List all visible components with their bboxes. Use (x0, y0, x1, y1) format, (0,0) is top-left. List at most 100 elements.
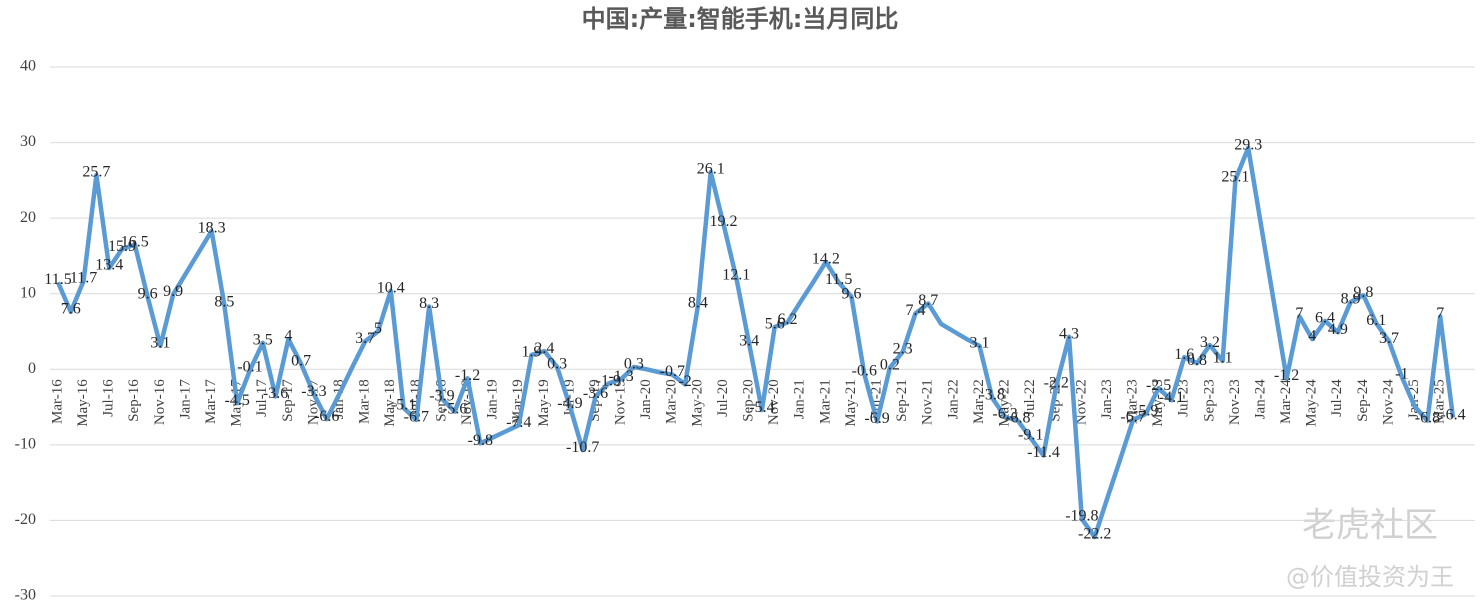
data-label: 4 (1308, 328, 1316, 345)
x-tick-label: May-21 (843, 379, 859, 427)
data-label: -5.9 (1133, 403, 1158, 420)
y-tick-label: -30 (15, 587, 36, 604)
x-tick-label: May-16 (75, 379, 91, 427)
data-label: -6.7 (1120, 409, 1145, 426)
y-tick-label: -20 (15, 511, 36, 528)
data-label: 3.5 (253, 332, 273, 349)
x-tick-label: Sep-23 (1201, 379, 1217, 422)
x-tick-label: May-18 (382, 379, 398, 427)
data-label: -4.9 (557, 395, 582, 412)
x-tick-label: Jan-21 (792, 379, 808, 419)
y-tick-label: -10 (15, 436, 36, 453)
x-tick-label: Mar-25 (1432, 379, 1448, 424)
x-tick-label: Sep-17 (280, 379, 296, 422)
data-label: 6.2 (777, 311, 797, 328)
data-label: 8.5 (214, 294, 234, 311)
x-tick-label: Sep-16 (126, 379, 142, 422)
data-label: 4 (284, 328, 292, 345)
data-label: 19.2 (710, 213, 738, 230)
x-tick-label: Nov-23 (1227, 379, 1243, 425)
data-label: -0.6 (852, 362, 877, 379)
data-label: -3.8 (980, 387, 1005, 404)
data-label: -3.6 (263, 385, 288, 402)
data-label: -1.2 (455, 367, 480, 384)
data-label: -6.6 (314, 408, 339, 425)
data-label: 2.4 (534, 340, 554, 357)
data-label: -10.7 (566, 439, 599, 456)
x-tick-label: Jan-22 (945, 379, 961, 419)
data-label: -1.3 (608, 368, 633, 385)
x-tick-label: Jul-23 (1176, 379, 1192, 417)
x-tick-label: Jul-17 (254, 379, 270, 417)
data-label: -0.1 (237, 359, 262, 376)
data-label: 5.6 (765, 316, 785, 333)
x-tick-label: Sep-21 (894, 379, 910, 422)
data-label: 4.3 (1059, 325, 1079, 342)
data-label: 0.3 (624, 356, 644, 373)
x-tick-label: Nov-21 (920, 379, 936, 425)
x-tick-label: Mar-16 (49, 379, 65, 424)
data-label: 3.2 (1200, 334, 1220, 351)
x-tick-label: Jan-23 (1099, 379, 1115, 419)
data-label: -1.9 (596, 372, 621, 389)
data-label: 12.1 (722, 267, 750, 284)
data-label: 9.6 (841, 285, 861, 302)
data-label: 16.5 (121, 233, 149, 250)
x-tick-label: Mar-18 (357, 379, 373, 424)
data-label: 11.7 (70, 270, 97, 287)
data-label: 8.4 (688, 294, 708, 311)
data-label: 1.1 (1213, 350, 1233, 367)
data-label: -19.8 (1065, 508, 1098, 525)
x-tick-label: Nov-20 (766, 379, 782, 425)
x-tick-label: May-22 (997, 379, 1013, 427)
data-label: -6.3 (992, 406, 1017, 423)
x-tick-label: May-19 (536, 379, 552, 427)
x-tick-label: Nov-19 (613, 379, 629, 425)
data-label: 3.1 (150, 335, 170, 352)
data-label: -6.9 (864, 410, 889, 427)
x-tick-label: Mar-17 (203, 379, 219, 424)
data-label: 10.4 (377, 279, 405, 296)
x-tick-label: Nov-17 (305, 379, 321, 425)
data-label: 8.3 (419, 295, 439, 312)
data-label: 25.1 (1221, 168, 1249, 185)
watermark: @价值投资为王 (1286, 563, 1454, 591)
data-label: 1.9 (522, 344, 542, 361)
data-label: -3.3 (301, 383, 326, 400)
y-tick-label: 0 (28, 360, 36, 377)
data-label: 11.5 (44, 271, 71, 288)
x-tick-label: Sep-20 (741, 379, 757, 422)
data-label: -9.8 (468, 432, 493, 449)
data-label: -5.6 (442, 400, 467, 417)
data-label: 7.6 (61, 301, 81, 318)
data-label: 0.2 (880, 356, 900, 373)
data-label: 8.9 (1341, 291, 1361, 308)
y-tick-label: 30 (20, 133, 36, 150)
data-label: 5 (374, 320, 382, 337)
x-tick-label: Jan-19 (485, 379, 501, 419)
data-label: 9.9 (163, 283, 183, 300)
x-tick-label: May-20 (689, 379, 705, 427)
data-label: -4.1 (1159, 389, 1184, 406)
data-label: 15.9 (108, 238, 136, 255)
data-label: 8.7 (918, 292, 938, 309)
data-label: -2.5 (1146, 377, 1171, 394)
data-label: -3.6 (583, 385, 608, 402)
data-label: 7 (1436, 305, 1444, 322)
x-tick-label: Jul-20 (715, 379, 731, 417)
data-label: 3.7 (1379, 330, 1399, 347)
x-tick-label: Mar-22 (971, 379, 987, 424)
x-tick-label: Nov-22 (1073, 379, 1089, 425)
data-label: 1.6 (1174, 346, 1194, 363)
data-label: 7 (1295, 305, 1303, 322)
data-label: -6.4 (1440, 406, 1465, 423)
data-label: 26.1 (697, 161, 725, 178)
data-label: -0.7 (660, 363, 685, 380)
data-label: -1.2 (1274, 367, 1299, 384)
x-tick-label: Mar-24 (1278, 379, 1294, 424)
data-line (55, 145, 1456, 540)
x-tick-label: Jan-17 (177, 379, 193, 419)
x-tick-label: Mar-23 (1124, 379, 1140, 424)
data-label: -4.5 (225, 392, 250, 409)
